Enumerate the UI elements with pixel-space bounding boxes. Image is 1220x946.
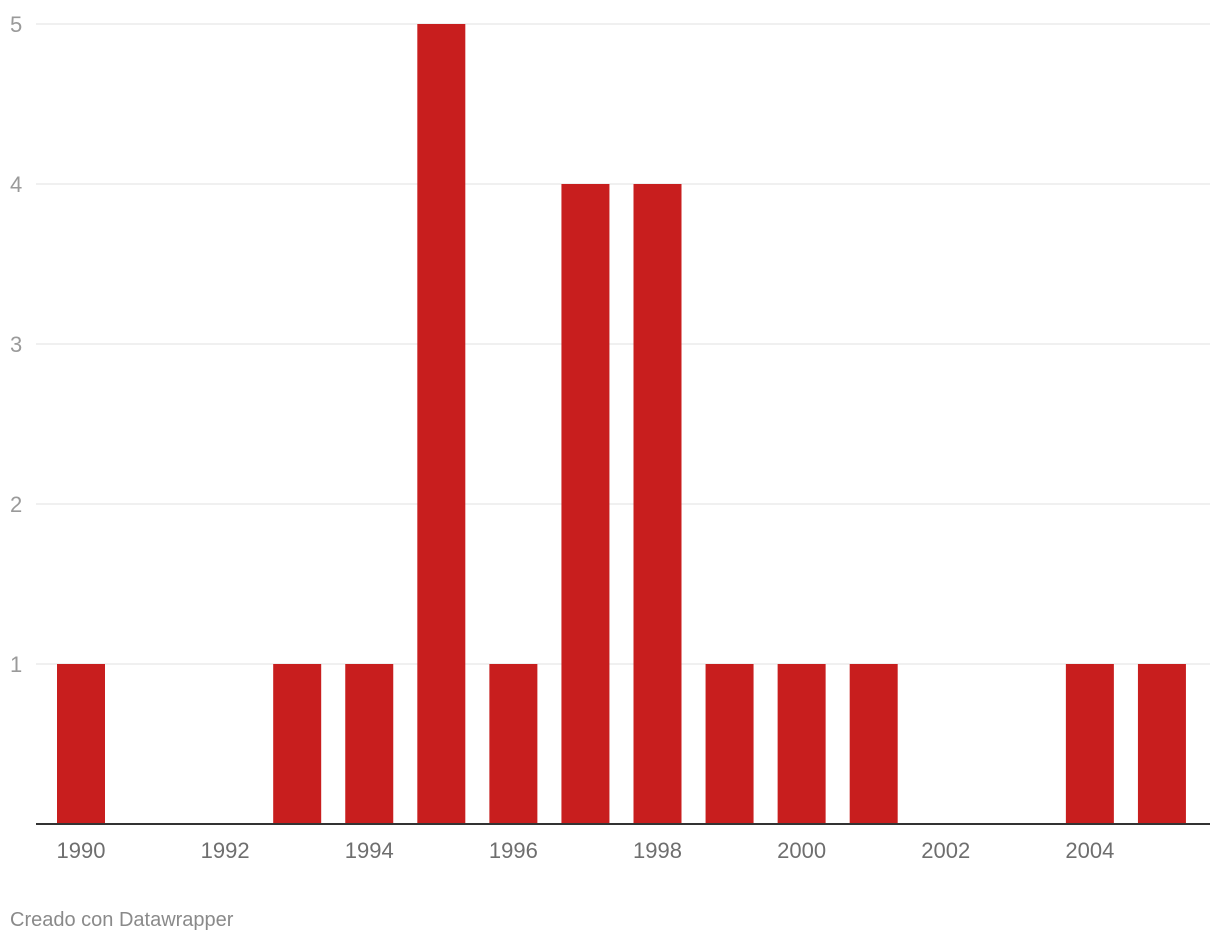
bar-1999[interactable] <box>705 664 754 824</box>
bar-2000[interactable] <box>777 664 826 824</box>
bar-1996[interactable] <box>489 664 538 824</box>
bar-2001[interactable] <box>849 664 898 824</box>
bar-1995[interactable] <box>417 24 466 824</box>
bar-1990[interactable] <box>57 664 105 824</box>
gridlines <box>36 23 1210 665</box>
x-axis-ticks: 1990 1992 1994 1996 1998 2000 2002 2004 <box>57 838 1115 863</box>
y-tick-label: 1 <box>10 652 22 677</box>
x-tick-label: 1994 <box>345 838 394 863</box>
x-tick-label: 1992 <box>201 838 250 863</box>
bar-2004[interactable] <box>1065 664 1114 824</box>
x-tick-label: 2002 <box>921 838 970 863</box>
x-tick-label: 2000 <box>777 838 826 863</box>
bar-1998[interactable] <box>633 184 682 824</box>
bars <box>57 24 1186 824</box>
bar-1993[interactable] <box>273 664 322 824</box>
bar-1994[interactable] <box>345 664 394 824</box>
bar-2005[interactable] <box>1137 664 1186 824</box>
credit-text[interactable]: Creado con Datawrapper <box>10 909 234 931</box>
y-tick-label: 3 <box>10 332 22 357</box>
y-tick-label: 4 <box>10 172 22 197</box>
bar-1997[interactable] <box>561 184 610 824</box>
y-tick-label: 5 <box>10 12 22 37</box>
y-axis-ticks: 1 2 3 4 5 <box>10 12 22 677</box>
x-tick-label: 1996 <box>489 838 538 863</box>
x-tick-label: 2004 <box>1065 838 1114 863</box>
x-tick-label: 1990 <box>57 838 106 863</box>
y-tick-label: 2 <box>10 492 22 517</box>
bar-chart: 1 2 3 4 5 1990 1992 1994 1996 1998 2000 2002 2004 <box>10 12 1210 863</box>
x-tick-label: 1998 <box>633 838 682 863</box>
